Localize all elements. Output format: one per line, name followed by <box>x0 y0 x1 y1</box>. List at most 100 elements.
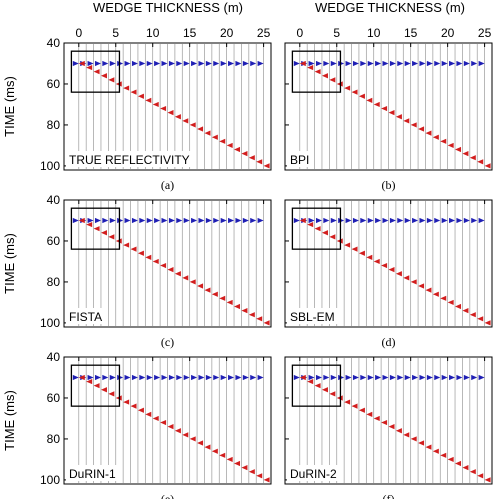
bottom-reflector-marker <box>432 448 439 454</box>
top-reflector-marker <box>471 60 478 67</box>
bottom-reflector-marker <box>455 303 462 310</box>
bottom-reflector-marker <box>447 142 454 149</box>
bottom-reflector-marker <box>93 69 100 75</box>
top-reflector-marker <box>139 374 146 381</box>
top-reflector-marker <box>293 60 300 67</box>
bottom-reflector-marker <box>440 295 447 301</box>
top-reflector-marker <box>426 60 433 67</box>
bottom-reflector-marker <box>137 250 144 256</box>
top-reflector-marker <box>404 60 411 67</box>
top-reflector-marker <box>330 60 337 67</box>
panel-frame <box>63 42 272 171</box>
top-reflector-marker <box>109 374 116 381</box>
bottom-reflector-marker <box>440 138 447 144</box>
top-reflector-marker <box>87 217 94 224</box>
bottom-reflector-marker <box>329 391 336 397</box>
top-reflector-marker <box>345 217 352 224</box>
bottom-reflector-marker <box>388 267 395 273</box>
bottom-reflector-marker <box>78 374 85 381</box>
panel-label: DuRIN-1 <box>69 467 116 481</box>
bottom-reflector-marker <box>484 163 491 169</box>
top-reflector-marker <box>345 60 352 67</box>
bottom-reflector-marker <box>115 395 122 401</box>
bottom-reflector-marker <box>204 287 211 293</box>
bottom-reflector-marker <box>115 238 122 244</box>
top-reflector-marker <box>352 60 359 67</box>
bottom-reflector-marker <box>418 126 425 132</box>
top-reflector-marker <box>434 374 441 381</box>
bottom-reflector-marker <box>484 320 491 326</box>
panel-1: 0 5 10 15 20 25 40 60 80 100 TIME (ms) TRUE REFLECT… <box>2 26 272 192</box>
y-tick-label: 100 <box>40 316 60 330</box>
bottom-reflector-marker <box>241 465 248 471</box>
panel-frame <box>284 356 493 485</box>
y-axis-title: TIME (ms) <box>2 390 17 451</box>
bottom-reflector-marker <box>329 77 336 83</box>
top-reflector-marker <box>338 60 345 67</box>
panel-5: 40 60 80 100 TIME (ms) DuRIN-1 (e) <box>2 350 272 499</box>
x-tick-label: 20 <box>220 26 234 40</box>
y-tick-label: 80 <box>47 275 61 289</box>
top-reflector-marker <box>308 217 315 224</box>
bottom-reflector-marker <box>248 312 255 318</box>
bottom-reflector-marker <box>447 299 454 306</box>
top-reflector-marker <box>352 217 359 224</box>
top-reflector-marker <box>478 374 485 381</box>
bottom-reflector-marker <box>123 85 130 91</box>
panel-label: DuRIN-2 <box>290 467 337 481</box>
bottom-reflector-marker <box>108 234 115 240</box>
top-reflector-marker <box>315 374 322 381</box>
bottom-reflector-marker <box>234 146 241 153</box>
top-reflector-marker <box>94 60 101 67</box>
bottom-reflector-marker <box>410 122 417 128</box>
x-tick-label: 0 <box>296 26 303 40</box>
top-reflector-marker <box>220 60 227 67</box>
bottom-reflector-marker <box>477 159 484 165</box>
top-reflector-marker <box>235 374 242 381</box>
bottom-reflector-marker <box>410 279 417 285</box>
top-reflector-marker <box>183 374 190 381</box>
top-reflector-marker <box>345 374 352 381</box>
bottom-reflector-marker <box>219 452 226 458</box>
top-reflector-marker <box>412 374 419 381</box>
top-reflector-marker <box>308 374 315 381</box>
bottom-reflector-marker <box>329 234 336 240</box>
top-reflector-marker <box>404 374 411 381</box>
panel-2: 0 5 10 15 20 25 BPI (b) <box>284 26 493 192</box>
top-reflector-marker <box>389 60 396 67</box>
top-reflector-marker <box>456 217 463 224</box>
top-reflector-marker <box>87 60 94 67</box>
panel-label-bg <box>66 151 193 167</box>
bottom-reflector-marker <box>440 452 447 458</box>
top-reflector-marker <box>375 374 382 381</box>
y-tick-label: 100 <box>40 159 60 173</box>
panel-6: DuRIN-2 (f) <box>284 356 493 499</box>
top-reflector-marker <box>360 374 367 381</box>
bottom-reflector-marker <box>219 295 226 301</box>
top-reflector-marker <box>213 60 220 67</box>
panel-label: BPI <box>290 153 309 167</box>
bottom-reflector-marker <box>388 110 395 116</box>
bottom-reflector-marker <box>425 287 432 293</box>
bottom-reflector-marker <box>226 456 233 463</box>
bottom-reflector-marker <box>204 444 211 450</box>
top-reflector-marker <box>235 217 242 224</box>
bottom-reflector-marker <box>455 460 462 467</box>
bottom-reflector-marker <box>263 320 270 326</box>
panel-label: SBL-EM <box>290 310 335 324</box>
bottom-reflector-marker <box>189 436 196 442</box>
bottom-reflector-marker <box>174 271 181 277</box>
bottom-reflector-marker <box>373 415 380 422</box>
top-reflector-marker <box>330 374 337 381</box>
bottom-reflector-marker <box>307 221 314 228</box>
top-reflector-marker <box>72 374 79 381</box>
bottom-reflector-marker <box>462 308 469 314</box>
x-tick-label: 10 <box>367 26 381 40</box>
top-reflector-marker <box>131 60 138 67</box>
zoom-box <box>70 207 121 250</box>
top-reflector-marker <box>449 60 456 67</box>
top-reflector-marker <box>397 374 404 381</box>
panel-4: SBL-EM (d) <box>284 199 493 349</box>
top-reflector-marker <box>367 60 374 67</box>
